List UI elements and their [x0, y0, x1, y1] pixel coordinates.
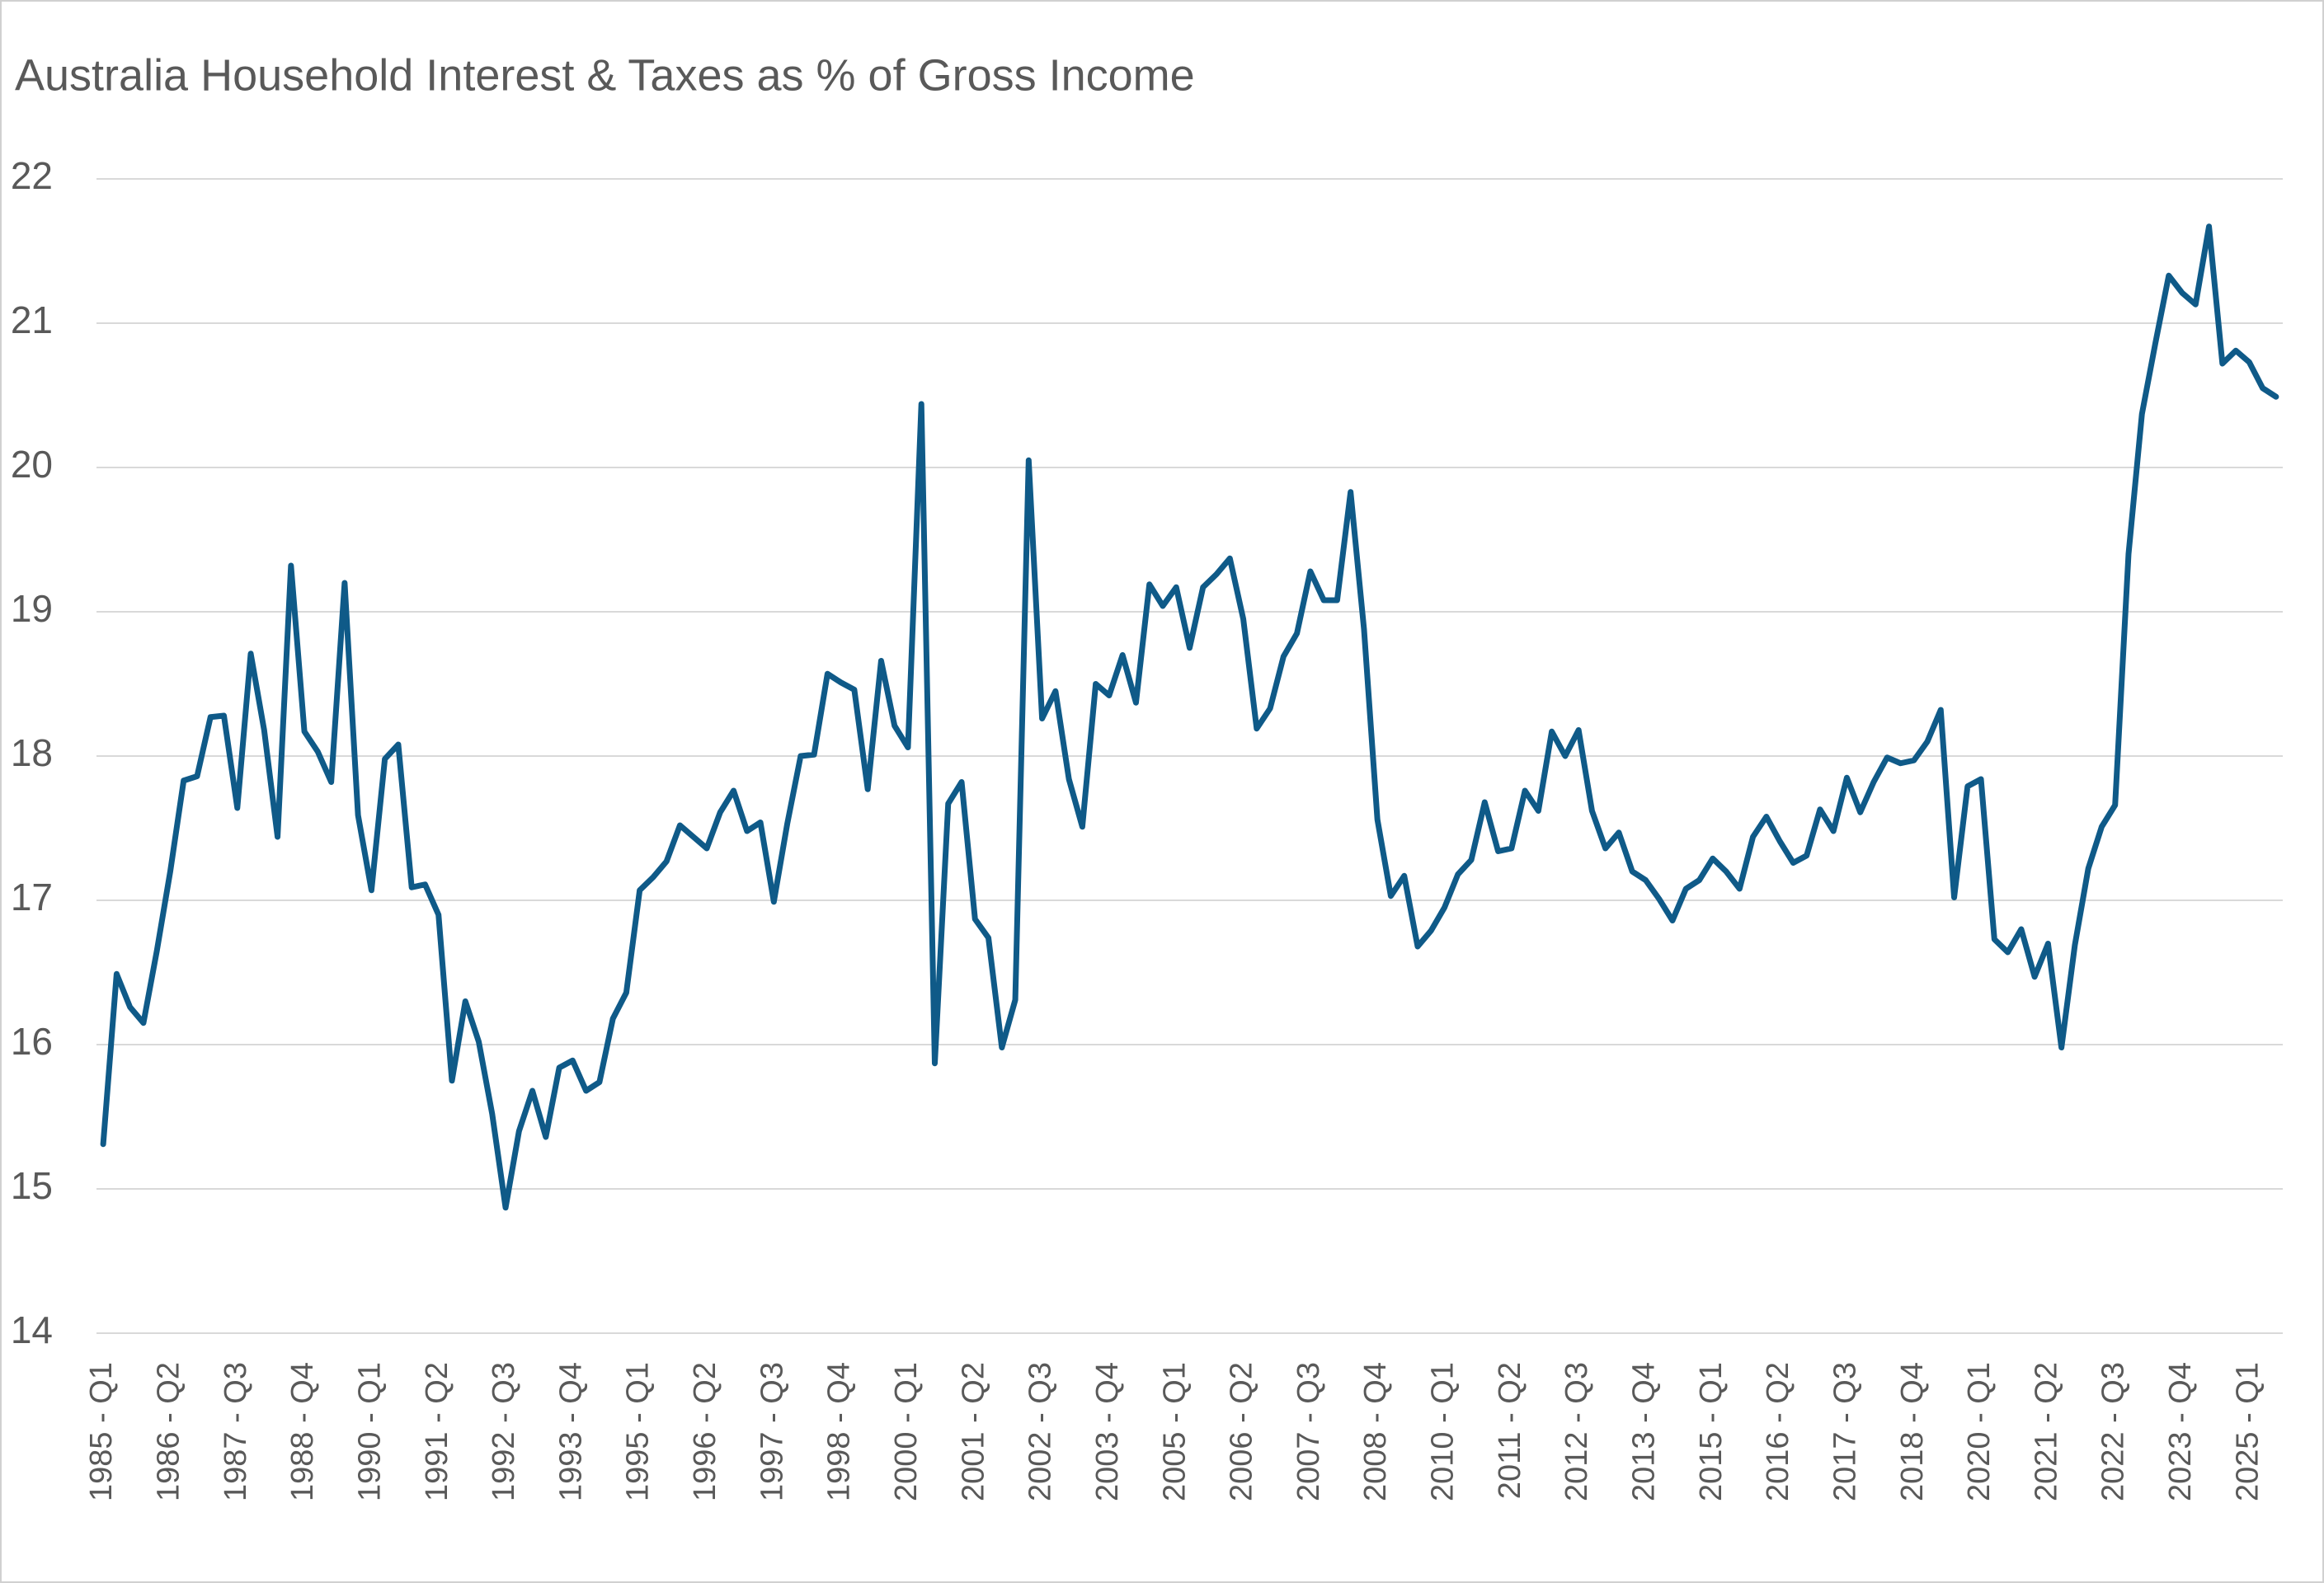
x-tick-label: 1991 - Q2 [420, 1362, 454, 1501]
x-tick-label: 1993 - Q4 [553, 1362, 588, 1501]
y-tick-label: 17 [11, 876, 53, 918]
x-tick-label: 2025 - Q1 [2230, 1362, 2265, 1501]
x-tick-label: 2016 - Q2 [1761, 1362, 1795, 1501]
x-tick-label: 2008 - Q4 [1358, 1362, 1393, 1501]
x-tick-label: 2018 - Q4 [1895, 1362, 1930, 1501]
x-tick-label: 2001 - Q2 [956, 1362, 990, 1501]
x-tick-label: 2013 - Q4 [1627, 1362, 1662, 1501]
x-tick-label: 1990 - Q1 [352, 1362, 387, 1501]
y-tick-label: 19 [11, 587, 53, 630]
x-tick-label: 2007 - Q3 [1291, 1362, 1326, 1501]
y-tick-label: 14 [11, 1308, 53, 1351]
x-tick-label: 2022 - Q3 [2096, 1362, 2131, 1501]
x-tick-label: 1998 - Q4 [822, 1362, 857, 1501]
y-tick-label: 22 [11, 154, 53, 197]
x-tick-label: 2020 - Q1 [1962, 1362, 1997, 1501]
x-tick-label: 2005 - Q1 [1157, 1362, 1192, 1501]
data-line [100, 223, 2279, 1211]
x-tick-label: 2003 - Q4 [1090, 1362, 1125, 1501]
x-tick-label: 2010 - Q1 [1426, 1362, 1461, 1501]
chart-title: Australia Household Interest & Taxes as … [15, 50, 1195, 100]
y-tick-label: 18 [11, 731, 53, 774]
y-tick-label: 20 [11, 443, 53, 486]
x-tick-label: 2023 - Q4 [2163, 1362, 2198, 1501]
x-tick-label: 2002 - Q3 [1023, 1362, 1058, 1501]
x-tick-label: 1997 - Q3 [755, 1362, 789, 1501]
x-tick-label: 1992 - Q3 [487, 1362, 521, 1501]
x-tick-label: 1988 - Q4 [285, 1362, 320, 1501]
x-tick-label: 1995 - Q1 [621, 1362, 656, 1501]
y-tick-label: 15 [11, 1164, 53, 1207]
x-tick-label: 2017 - Q3 [1828, 1362, 1862, 1501]
x-tick-label: 2012 - Q3 [1560, 1362, 1594, 1501]
x-tick-label: 1996 - Q2 [688, 1362, 722, 1501]
x-tick-label: 2021 - Q2 [2029, 1362, 2063, 1501]
x-tick-label: 2000 - Q1 [889, 1362, 924, 1501]
y-tick-label: 16 [11, 1020, 53, 1063]
x-tick-label: 1985 - Q1 [84, 1362, 119, 1501]
x-tick-label: 1986 - Q2 [151, 1362, 186, 1501]
x-tick-label: 2011 - Q2 [1493, 1362, 1527, 1499]
x-tick-label: 1987 - Q3 [219, 1362, 253, 1501]
y-tick-label: 21 [11, 298, 53, 341]
x-tick-label: 2006 - Q2 [1225, 1362, 1259, 1501]
x-tick-label: 2015 - Q1 [1694, 1362, 1729, 1501]
